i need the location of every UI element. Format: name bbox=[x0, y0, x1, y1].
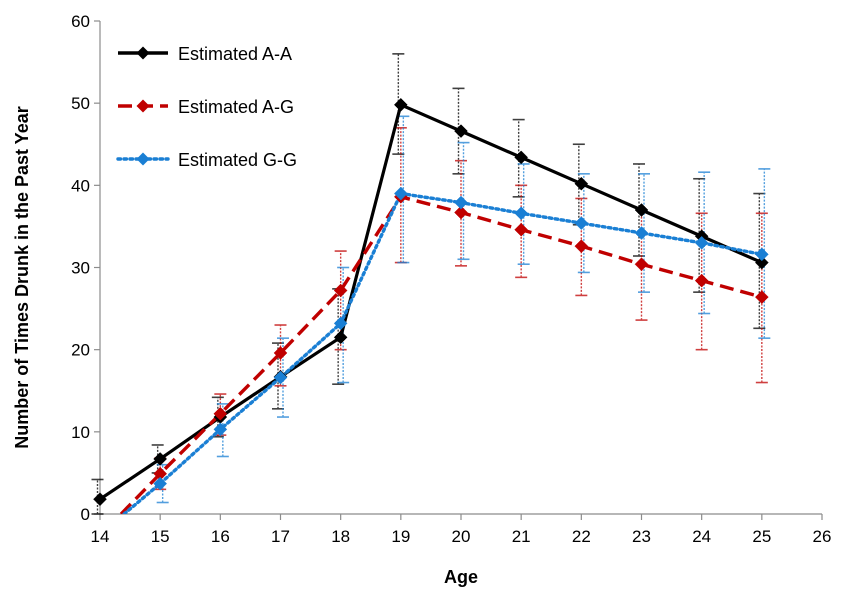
data-point bbox=[93, 492, 107, 507]
legend: Estimated A-A Estimated A-G Estimated G-G bbox=[116, 44, 297, 170]
data-point bbox=[694, 273, 709, 288]
legend-label: Estimated G-G bbox=[178, 150, 297, 170]
data-point bbox=[574, 176, 589, 191]
x-tick-label: 14 bbox=[91, 527, 110, 546]
y-tick-label: 60 bbox=[71, 12, 90, 31]
error-bars bbox=[91, 53, 771, 515]
y-axis-title: Number of Times Drunk in the Past Year bbox=[12, 106, 32, 448]
data-point bbox=[754, 255, 769, 270]
series-line bbox=[119, 195, 763, 514]
x-axis-title: Age bbox=[444, 567, 478, 587]
x-tick-label: 17 bbox=[271, 527, 290, 546]
data-point bbox=[454, 124, 468, 138]
legend-marker bbox=[136, 152, 150, 166]
data-point bbox=[273, 346, 288, 360]
data-point bbox=[754, 247, 769, 262]
data-point bbox=[153, 476, 168, 491]
error-bar bbox=[638, 173, 650, 293]
data-point bbox=[393, 97, 408, 112]
data-point bbox=[634, 203, 649, 217]
x-tick-label: 18 bbox=[331, 527, 350, 546]
data-point bbox=[514, 222, 529, 237]
legend-marker bbox=[136, 46, 150, 60]
y-tick-label: 10 bbox=[71, 423, 90, 442]
error-bar bbox=[274, 324, 287, 387]
y-tick-label: 50 bbox=[71, 94, 90, 113]
x-tick-label: 23 bbox=[632, 527, 651, 546]
data-point bbox=[213, 406, 228, 421]
legend-label: Estimated A-G bbox=[178, 97, 294, 117]
x-tick-label: 19 bbox=[391, 527, 410, 546]
data-point bbox=[574, 216, 589, 230]
series-lines bbox=[100, 103, 764, 514]
series-markers bbox=[93, 97, 769, 507]
data-point bbox=[694, 235, 709, 250]
x-tick-label: 26 bbox=[813, 527, 832, 546]
y-tick-label: 20 bbox=[71, 341, 90, 360]
x-tick-label: 25 bbox=[752, 527, 771, 546]
x-tick-label: 16 bbox=[211, 527, 230, 546]
data-point bbox=[273, 370, 288, 385]
data-point bbox=[574, 239, 589, 253]
x-tick-label: 20 bbox=[452, 527, 471, 546]
data-point bbox=[514, 206, 529, 221]
y-tick-label: 40 bbox=[71, 176, 90, 195]
x-tick-label: 21 bbox=[512, 527, 531, 546]
data-point bbox=[333, 330, 348, 345]
data-point bbox=[454, 195, 468, 210]
y-tick-label: 30 bbox=[71, 259, 90, 278]
data-point bbox=[634, 257, 649, 272]
legend-label: Estimated A-A bbox=[178, 44, 292, 64]
x-tick-label: 15 bbox=[151, 527, 170, 546]
data-point bbox=[754, 290, 769, 304]
data-point bbox=[634, 226, 649, 240]
data-point bbox=[213, 422, 228, 437]
series-line bbox=[122, 191, 764, 514]
legend-marker bbox=[136, 99, 150, 113]
error-bar bbox=[457, 141, 470, 261]
axes: 14 15 16 17 18 19 20 21 22 23 24 25 26 0 10 20 30 40 50 60 bbox=[71, 12, 831, 546]
data-point bbox=[333, 316, 348, 331]
error-bar bbox=[575, 197, 588, 297]
x-tick-label: 22 bbox=[572, 527, 591, 546]
data-point bbox=[454, 205, 468, 220]
error-bar bbox=[91, 478, 104, 515]
data-point bbox=[153, 452, 168, 466]
data-point bbox=[393, 186, 408, 201]
data-point bbox=[333, 283, 348, 298]
data-point bbox=[514, 150, 529, 165]
x-tick-label: 24 bbox=[692, 527, 711, 546]
y-tick-label: 0 bbox=[81, 505, 90, 524]
